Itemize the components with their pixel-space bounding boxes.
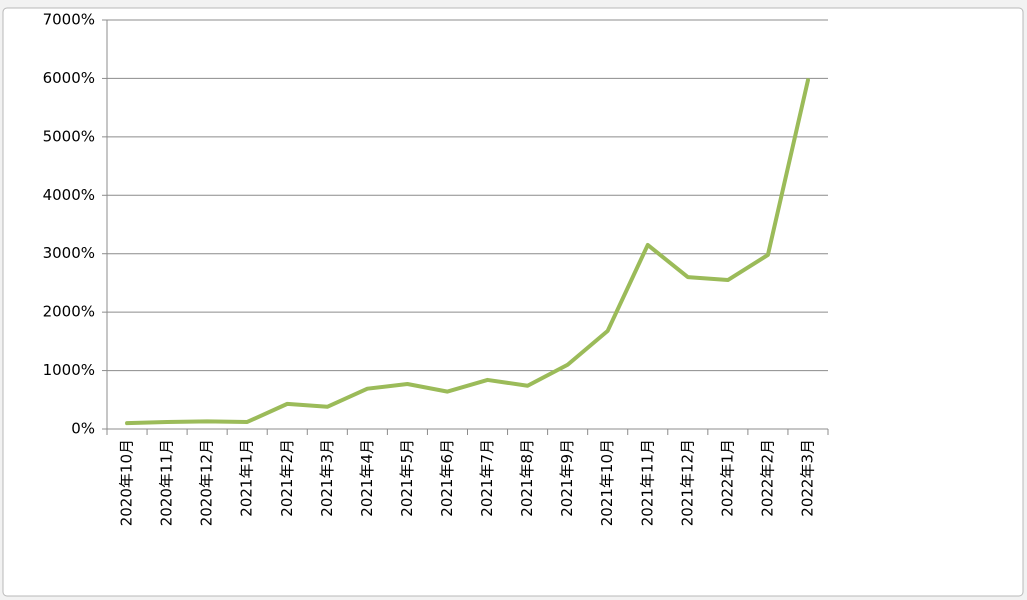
x-tick-label: 2021年1月 — [238, 439, 256, 517]
x-tick-label: 2021年7月 — [478, 439, 496, 517]
x-tick-label: 2021年10月 — [598, 439, 616, 526]
x-tick-label: 2020年11月 — [158, 439, 176, 526]
y-tick-label: 1000% — [43, 361, 95, 379]
chart-frame — [2, 7, 1024, 597]
y-tick-label: 0% — [71, 420, 95, 438]
x-tick-label: 2021年12月 — [678, 439, 696, 526]
x-tick-label: 2021年9月 — [558, 439, 576, 517]
x-tick-label: 2022年3月 — [798, 439, 816, 517]
x-tick-label: 2021年6月 — [438, 439, 456, 517]
y-tick-label: 4000% — [43, 186, 95, 204]
y-tick-label: 2000% — [43, 303, 95, 321]
x-tick-label: 2021年8月 — [518, 439, 536, 517]
x-tick-label: 2020年10月 — [118, 439, 136, 526]
x-tick-label: 2021年4月 — [358, 439, 376, 517]
x-tick-label: 2022年1月 — [718, 439, 736, 517]
y-tick-label: 3000% — [43, 244, 95, 262]
x-tick-label: 2021年3月 — [318, 439, 336, 517]
x-tick-label: 2022年2月 — [758, 439, 776, 517]
y-tick-label: 5000% — [43, 127, 95, 145]
x-tick-label: 2021年2月 — [278, 439, 296, 517]
data-line — [125, 78, 810, 426]
y-tick-label: 7000% — [43, 11, 95, 29]
x-tick-label: 2021年11月 — [638, 439, 656, 526]
x-tick-label: 2021年5月 — [398, 439, 416, 517]
x-tick-label: 2020年12月 — [198, 439, 216, 526]
y-tick-label: 6000% — [43, 69, 95, 87]
